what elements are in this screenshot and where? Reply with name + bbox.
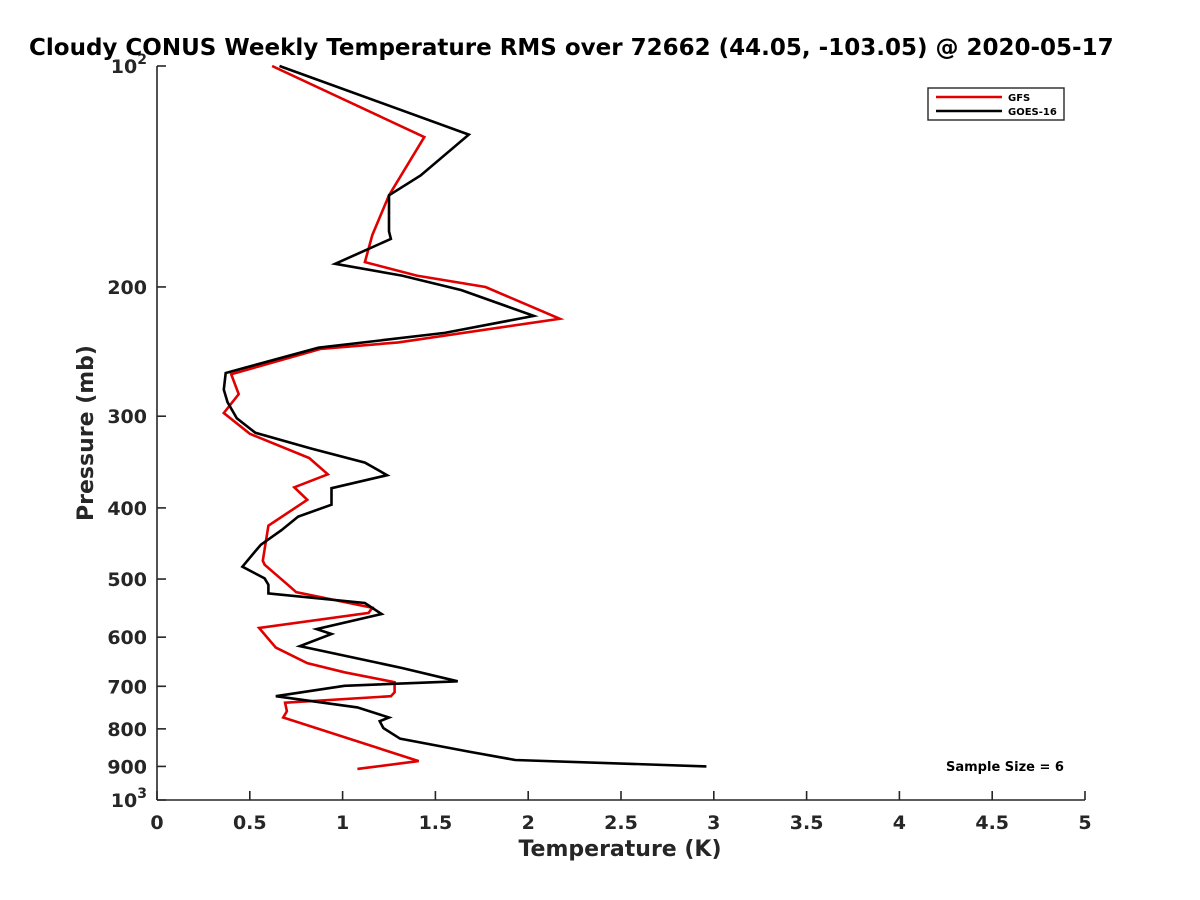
legend-box (927, 87, 1065, 121)
x-tick-label: 2.5 (604, 812, 638, 834)
x-tick-label: 0 (150, 812, 163, 834)
y-tick-label: 300 (107, 406, 147, 428)
x-tick-label: 3 (707, 812, 720, 834)
x-axis-label: Temperature (K) (518, 837, 721, 862)
legend-label: GFS (1008, 93, 1030, 104)
y-axis: 102 200 300 400 500 600 700 800 900 103 (107, 52, 166, 812)
plot-area (156, 64, 1085, 801)
y-tick-label: 400 (107, 498, 147, 520)
x-tick-label: 4.5 (975, 812, 1009, 834)
y-tick-label: 800 (107, 719, 147, 741)
y-tick-label: 600 (107, 627, 147, 649)
x-tick-label: 2 (522, 812, 535, 834)
y-tick-label: 900 (107, 756, 147, 778)
x-tick-label: 3.5 (790, 812, 824, 834)
y-axis-label: Pressure (mb) (74, 345, 99, 521)
x-tick-label: 1 (336, 812, 349, 834)
x-tick-label: 5 (1078, 812, 1091, 834)
x-axis: 0 0.5 1 1.5 2 2.5 3 3.5 4 4.5 5 (150, 791, 1092, 834)
y-tick-label: 102 (111, 52, 147, 78)
y-tick-label: 103 (111, 786, 147, 812)
legend-label: GOES-16 (1008, 107, 1057, 118)
sample-size-annotation: Sample Size = 6 (946, 760, 1064, 775)
y-tick-label: 700 (107, 676, 147, 698)
y-tick-label: 500 (107, 569, 147, 591)
y-tick-label: 200 (107, 277, 147, 299)
legend: GFS GOES-16 (927, 87, 1065, 121)
x-tick-label: 1.5 (419, 812, 453, 834)
x-tick-label: 0.5 (233, 812, 267, 834)
series-line-goes-16 (222, 64, 707, 768)
x-tick-label: 4 (893, 812, 906, 834)
chart-title: Cloudy CONUS Weekly Temperature RMS over… (29, 35, 1114, 61)
series-line-gfs (221, 64, 565, 771)
